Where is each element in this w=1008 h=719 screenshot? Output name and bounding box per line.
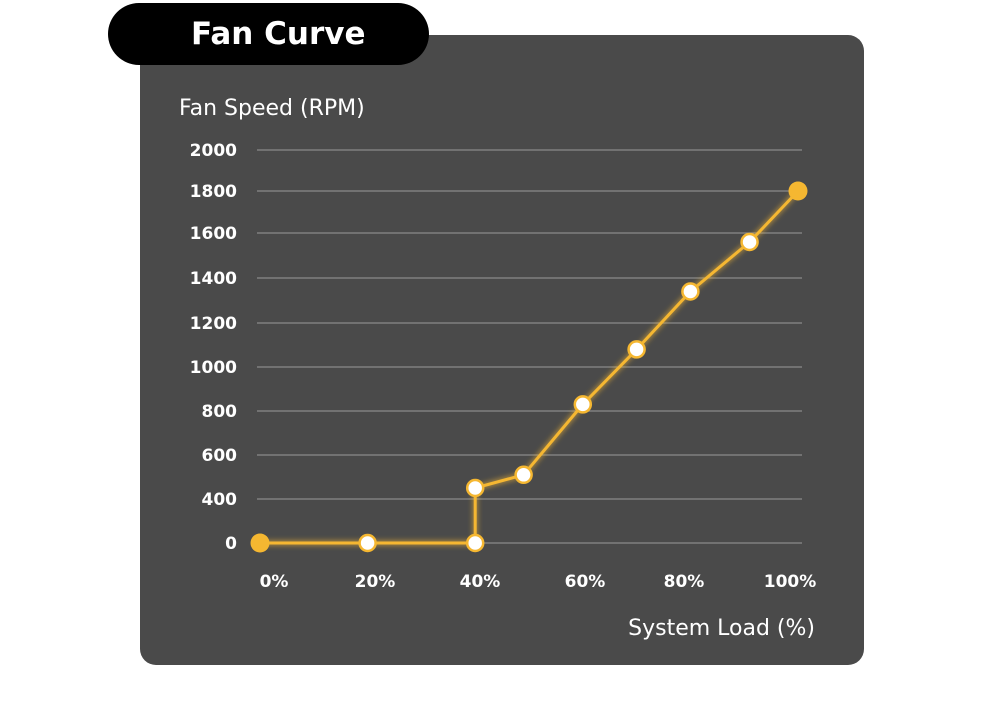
curve-point[interactable] bbox=[681, 282, 700, 301]
y-tick-label: 0 bbox=[225, 534, 237, 554]
y-tick-label: 600 bbox=[202, 446, 238, 466]
x-axis-label: System Load (%) bbox=[628, 616, 815, 641]
y-tick-label: 2000 bbox=[190, 141, 237, 161]
y-tick-label: 1600 bbox=[190, 224, 237, 244]
fan-curve-line bbox=[260, 189, 800, 545]
x-tick-label: 0% bbox=[260, 572, 289, 592]
y-tick-label: 1400 bbox=[190, 269, 237, 289]
curve-point[interactable] bbox=[740, 232, 759, 252]
y-tick-label: 1800 bbox=[190, 182, 237, 202]
y-tick-label: 800 bbox=[202, 402, 238, 422]
y-axis-label: Fan Speed (RPM) bbox=[179, 96, 365, 121]
curve-point[interactable] bbox=[627, 340, 646, 359]
curve-point[interactable] bbox=[573, 395, 593, 414]
curve-endpoint[interactable] bbox=[250, 533, 270, 553]
curve-endpoint[interactable] bbox=[788, 181, 808, 201]
x-tick-label: 60% bbox=[565, 572, 606, 592]
x-tick-label: 40% bbox=[460, 572, 501, 592]
x-tick-label: 20% bbox=[355, 572, 396, 592]
chart-title: Fan Curve bbox=[191, 16, 366, 52]
curve-point[interactable] bbox=[465, 478, 485, 498]
x-tick-label: 100% bbox=[764, 572, 817, 592]
curve-point[interactable] bbox=[358, 533, 377, 553]
title-pill: Fan Curve bbox=[108, 3, 429, 65]
curve-point[interactable] bbox=[514, 465, 533, 485]
y-tick-label: 400 bbox=[202, 490, 238, 510]
chart-panel bbox=[140, 35, 864, 665]
y-tick-label: 1000 bbox=[190, 358, 237, 378]
curve-point[interactable] bbox=[465, 533, 485, 553]
y-tick-label: 1200 bbox=[190, 314, 237, 334]
x-tick-label: 80% bbox=[664, 572, 705, 592]
